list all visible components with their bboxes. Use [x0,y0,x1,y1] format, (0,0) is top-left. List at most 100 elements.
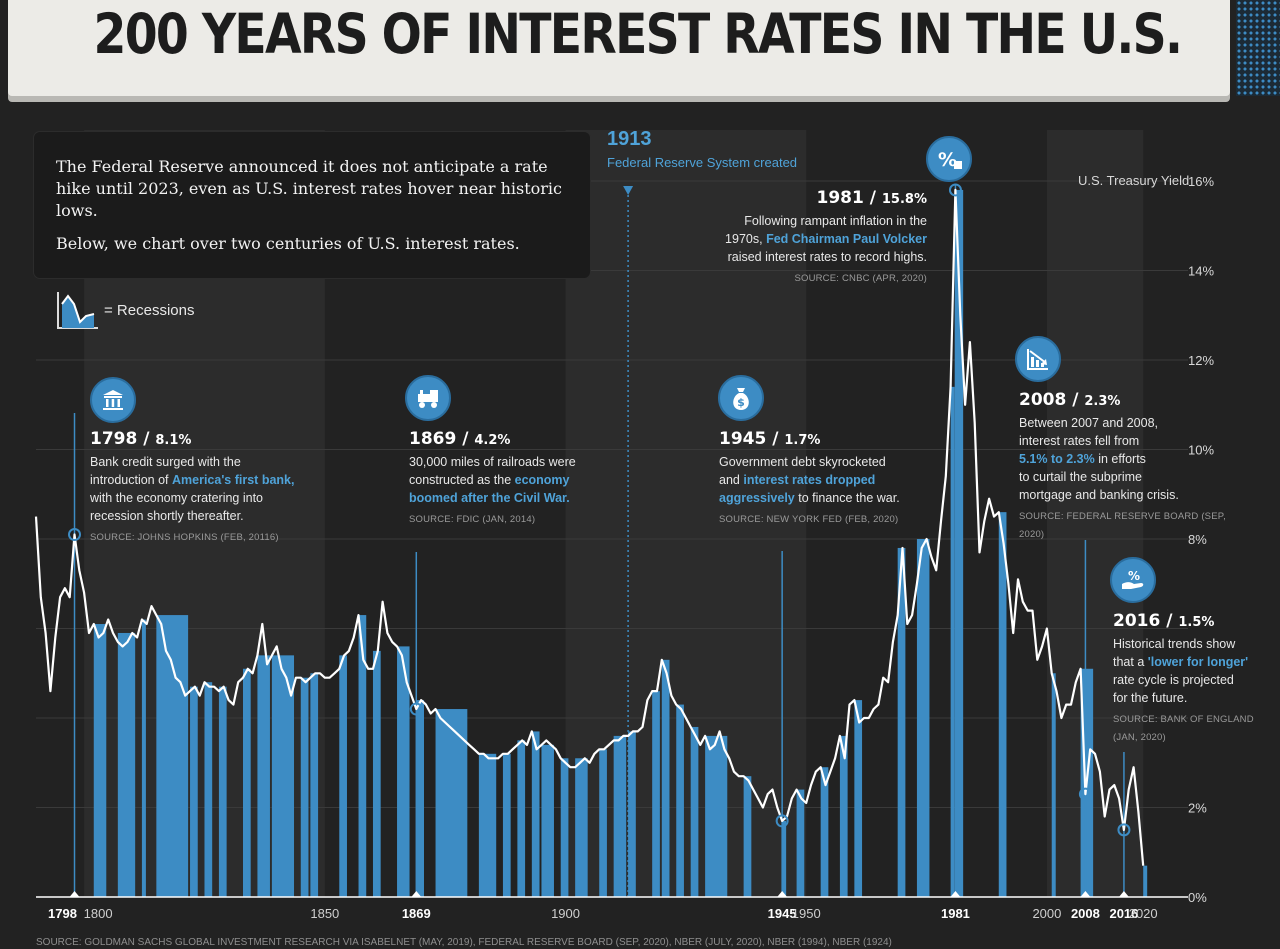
title-banner: 200 YEARS OF INTEREST RATES IN THE U.S. [8,0,1230,96]
recession-bar [1051,673,1056,897]
era-band [1046,130,1144,897]
recession-bar [652,691,660,897]
recession-bar [690,726,699,897]
annotation-1869-highlight: economy [514,473,570,487]
recession-bar [218,686,227,897]
annotation-2016-highlight: 'lower for longer' [1147,655,1249,669]
annotation-1981-rate: 15.8% [881,192,927,207]
gridlines [36,180,1188,808]
x-tick-label: 1945 [768,906,797,921]
event-marker [1117,823,1131,837]
recession-bar [854,700,863,897]
recession-bar [271,655,295,897]
annotation-1981-line: 1970s, [725,232,767,246]
annotation-1981-line: raised interest rates to record highs. [727,250,927,264]
annotation-1869-line: 30,000 miles of railroads were [409,455,576,469]
annotation-1945-highlight: aggressively [719,491,795,505]
event-1913-text: Federal Reserve System created [607,155,798,170]
x-tick-marker [69,891,80,897]
recession-bar [782,820,787,897]
x-tick-marker [777,891,788,897]
annotation-1945-highlight: interest rates dropped [743,473,876,487]
annotation-1798-line: introduction of [90,473,172,487]
recession-bar [141,619,146,897]
annotation-2016: 2016 / 1.5% Historical trends show that … [1113,609,1263,747]
recession-bar [190,686,198,897]
recession-bar [242,668,251,897]
recession-bar [599,749,607,897]
recession-bar [156,615,189,897]
recession-bar [502,753,511,897]
recession-bar [372,650,381,897]
footer-source: SOURCE: GOLDMAN SACHS GLOBAL INVESTMENT … [36,937,892,948]
annotation-2008-source: SOURCE: FEDERAL RESERVE BOARD (SEP, 2020… [1019,511,1226,540]
y-tick-label: 8% [1188,532,1207,547]
recession-bar [339,655,347,897]
annotation-1869-highlight: boomed after the Civil War. [409,491,570,505]
annotation-2016-line: that a [1113,655,1148,669]
legend: = Recessions [56,290,194,334]
annotation-1798-line: recession shortly thereafter. [90,509,244,523]
y-tick-label: 12% [1188,353,1214,368]
event-marker [409,702,423,716]
event-marker [1078,787,1092,801]
annotation-1981-highlight: Fed Chairman Paul Volcker [766,232,927,246]
annotation-1945-source: SOURCE: NEW YORK FED (FEB, 2020) [719,514,899,525]
annotation-1945-rate: 1.7% [784,433,821,448]
annotation-1798-rate: 8.1% [155,433,192,448]
annotation-2008-line: to curtail the subprime [1019,470,1142,484]
annotation-1798-line: with the economy cratering into [90,491,264,505]
percent-icon: % [926,136,972,182]
annotation-1869-year: 1869 / [409,429,469,449]
recession-bar [955,189,964,897]
annotation-2016-source: SOURCE: BANK OF ENGLAND (JAN, 2020) [1113,714,1254,743]
recession-bar [397,646,410,897]
recession-bar [93,624,107,897]
recession-bar [117,632,136,897]
recession-bar [950,386,955,897]
x-tick-label: 1869 [402,906,431,921]
rate-line [34,188,1145,866]
recession-bar [998,512,1007,897]
money-bag-icon: $ [718,375,764,421]
recession-bar [531,731,540,897]
x-tick-label: 1798 [48,906,77,921]
event-marker [775,814,789,828]
recession-bar [575,758,588,897]
y-tick-label: 16% [1188,174,1214,189]
recession-legend-icon [57,292,98,329]
page-title: 200 YEARS OF INTEREST RATES IN THE U.S. [93,2,1183,66]
y-tick-label: 2% [1188,801,1207,816]
event-1913: 1913 Federal Reserve System created [607,128,797,170]
recession-bar [839,735,848,897]
recession-bar [310,673,319,897]
annotation-1981: 1981 / 15.8% Following rampant inflation… [700,186,927,288]
annotation-2008: 2008 / 2.3% Between 2007 and 2008, inter… [1019,388,1229,544]
svg-text:%: % [1128,569,1140,583]
recession-bar [676,704,684,897]
x-tick-marker [1080,891,1091,897]
annotation-2016-line: rate cycle is projected [1113,673,1234,687]
annotation-2008-line: Between 2007 and 2008, [1019,416,1159,430]
event-marker [68,528,82,542]
annotation-2016-year: 2016 / [1113,611,1173,631]
intro-text: The Federal Reserve announced it does no… [56,157,562,220]
svg-text:%: % [938,149,957,171]
annotation-2008-year: 2008 / [1019,390,1079,410]
recession-bar [743,776,752,897]
annotation-2008-line: interest rates fell from [1019,434,1140,448]
recession-bar [705,735,728,897]
annotation-1798-year: 1798 / [90,429,150,449]
annotation-1981-source: SOURCE: CNBC (APR, 2020) [794,273,927,284]
recession-bar [560,758,569,897]
x-tick-marker [411,891,422,897]
event-marker [948,183,962,197]
annotation-2008-rate: 2.3% [1084,394,1121,409]
annotation-1869-line: constructed as the [409,473,515,487]
x-tick-marker [1118,891,1129,897]
y-axis-title: U.S. Treasury Yield [1078,173,1190,188]
annotation-2016-rate: 1.5% [1178,615,1215,630]
annotation-2008-line: mortgage and banking crisis. [1019,488,1179,502]
annotation-1798: 1798 / 8.1% Bank credit surged with the … [90,427,330,547]
